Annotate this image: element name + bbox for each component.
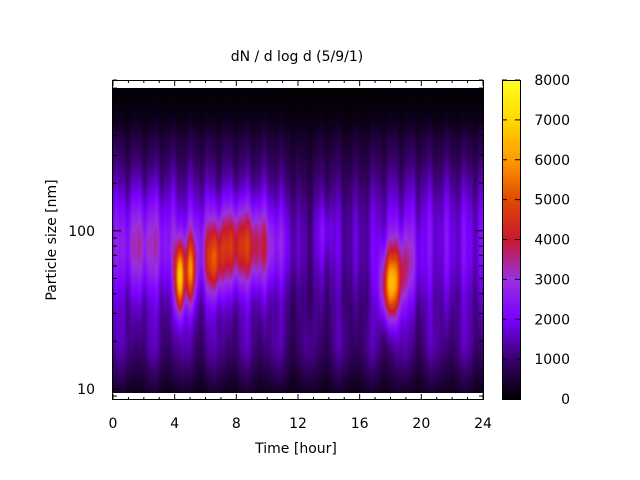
colorbar-ticks: 0 1000 2000 3000 4000 5000 6000 7000 8000 [502, 73, 570, 408]
colorbar-tick-label: 8000 [534, 73, 570, 89]
x-tick-label: 24 [474, 416, 492, 432]
colorbar-tick-label: 6000 [534, 153, 570, 169]
x-tick-label: 8 [232, 416, 241, 432]
x-tick-label: 12 [289, 416, 307, 432]
y-tick-label: 10 [77, 382, 95, 398]
colorbar: 0 1000 2000 3000 4000 5000 6000 7000 8000 [502, 73, 570, 408]
colorbar-tick-label: 7000 [534, 113, 570, 129]
colorbar-tick-label: 5000 [534, 193, 570, 209]
x-tick-label: 20 [412, 416, 430, 432]
plot-area [112, 80, 484, 400]
x-tick-label: 0 [109, 416, 118, 432]
colorbar-tick-label: 0 [561, 392, 570, 408]
x-axis-ticks: 0 4 8 12 16 20 24 [109, 80, 492, 432]
x-axis-label: Time [hour] [254, 441, 337, 457]
y-axis-label: Particle size [nm] [44, 179, 60, 300]
colorbar-tick-label: 1000 [534, 352, 570, 368]
x-tick-label: 16 [351, 416, 369, 432]
heatmap-image [113, 88, 483, 393]
colorbar-tick-label: 3000 [534, 272, 570, 288]
chart-title: dN / d log d (5/9/1) [231, 49, 364, 65]
x-tick-label: 4 [170, 416, 179, 432]
colorbar-tick-label: 2000 [534, 312, 570, 328]
y-axis-ticks: 10 100 [68, 79, 483, 398]
colorbar-tick-label: 4000 [534, 233, 570, 249]
y-tick-label: 100 [68, 224, 95, 240]
